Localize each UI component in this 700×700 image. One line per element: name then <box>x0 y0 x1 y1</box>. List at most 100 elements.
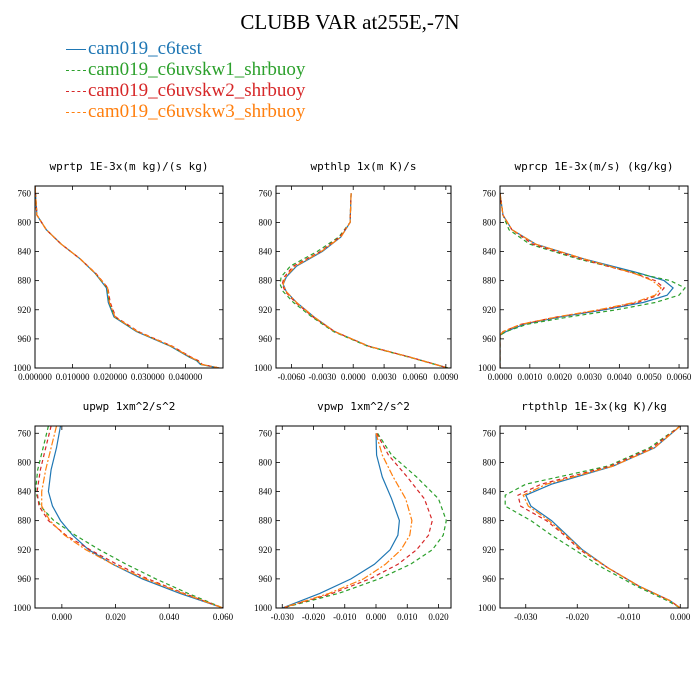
panel-title: wprtp 1E-3x(m kg)/(s kg) <box>50 160 209 173</box>
y-tick-label: 920 <box>18 305 32 315</box>
series-line-1 <box>282 193 449 368</box>
x-tick-label: 0.020 <box>428 612 449 622</box>
x-tick-label: -0.010 <box>617 612 641 622</box>
series-line-2 <box>279 193 449 368</box>
y-tick-label: 800 <box>483 217 497 227</box>
legend-swatch <box>66 49 86 51</box>
y-tick-label: 760 <box>483 188 497 198</box>
panel-frame <box>275 425 452 609</box>
y-tick-label: 1000 <box>13 363 32 373</box>
panel-title: rtpthlp 1E-3x(kg K)/kg <box>521 400 667 413</box>
x-tick-label: -0.030 <box>514 612 538 622</box>
y-tick-label: 840 <box>18 487 32 497</box>
series-line-2 <box>504 426 681 608</box>
y-tick-label: 920 <box>483 545 497 555</box>
legend-label: cam019_c6uvskw3_shrbuoy <box>88 101 306 122</box>
series-line-1 <box>500 193 674 368</box>
series-line-3 <box>281 193 449 368</box>
x-tick-label: 0.000 <box>366 612 387 622</box>
legend-entry-c6uvskw1: cam019_c6uvskw1_shrbuoy <box>66 59 305 80</box>
y-tick-label: 800 <box>259 217 273 227</box>
x-tick-label: 0.0000 <box>488 372 513 382</box>
x-tick-label: 0.0030 <box>577 372 602 382</box>
x-tick-label: 0.020000 <box>93 372 127 382</box>
y-tick-label: 880 <box>483 276 497 286</box>
legend-swatch <box>66 112 86 114</box>
panel-title: wprcp 1E-3x(m/s) (kg/kg) <box>515 160 674 173</box>
x-tick-label: 0.0020 <box>547 372 572 382</box>
y-tick-label: 960 <box>18 334 32 344</box>
y-tick-label: 800 <box>18 457 32 467</box>
series-line-3 <box>35 186 220 368</box>
series-line-3 <box>517 426 681 608</box>
x-tick-label: 0.0060 <box>403 372 428 382</box>
x-tick-label: 0.000000 <box>18 372 52 382</box>
legend-entry-c6uvskw2: cam019_c6uvskw2_shrbuoy <box>66 80 305 101</box>
x-tick-label: -0.0060 <box>278 372 306 382</box>
y-tick-label: 960 <box>483 334 497 344</box>
panel-frame <box>34 185 224 369</box>
y-tick-label: 960 <box>483 574 497 584</box>
x-tick-label: 0.0060 <box>667 372 692 382</box>
x-tick-label: 0.020 <box>105 612 126 622</box>
legend-entry-c6uvskw3: cam019_c6uvskw3_shrbuoy <box>66 101 305 122</box>
y-tick-label: 920 <box>259 545 273 555</box>
x-tick-label: 0.010000 <box>56 372 90 382</box>
series-line-3 <box>500 193 665 368</box>
panel-frame <box>275 185 452 369</box>
y-tick-label: 800 <box>18 217 32 227</box>
x-tick-label: 0.0000 <box>341 372 366 382</box>
x-tick-label: -0.020 <box>302 612 326 622</box>
panel-frame <box>499 185 689 369</box>
figure-title: CLUBB VAR at255E,-7N <box>240 10 460 34</box>
y-tick-label: 1000 <box>478 603 497 613</box>
series-line-4 <box>500 193 662 368</box>
series-line-4 <box>282 193 449 368</box>
panel-6: rtpthlp 1E-3x(kg K)/kg 760 800 840 880 920 960… <box>478 400 691 622</box>
x-tick-label: 0.040000 <box>169 372 203 382</box>
panel-frame <box>499 425 689 609</box>
panel-frame <box>34 425 224 609</box>
y-tick-label: 920 <box>483 305 497 315</box>
y-tick-label: 840 <box>259 247 273 257</box>
y-tick-label: 880 <box>259 276 273 286</box>
y-tick-label: 960 <box>259 334 273 344</box>
series-line-1 <box>47 426 223 608</box>
x-tick-label: 0.0030 <box>372 372 397 382</box>
y-tick-label: 1000 <box>254 603 273 613</box>
x-tick-label: -0.020 <box>566 612 590 622</box>
legend-label: cam019_c6test <box>88 38 202 59</box>
y-tick-label: 920 <box>18 545 32 555</box>
y-tick-label: 760 <box>18 428 32 438</box>
panel-title: wpthlp 1x(m K)/s <box>311 160 417 173</box>
x-tick-label: 0.010 <box>397 612 418 622</box>
series-line-3 <box>282 433 433 608</box>
y-tick-label: 880 <box>259 516 273 526</box>
x-tick-label: 0.0050 <box>637 372 662 382</box>
panel-title: vpwp 1xm^2/s^2 <box>317 400 410 413</box>
y-tick-label: 1000 <box>13 603 32 613</box>
legend-swatch <box>66 91 86 93</box>
series-line-4 <box>522 426 681 608</box>
series-line-2 <box>500 193 686 368</box>
x-tick-label: 0.000 <box>670 612 691 622</box>
y-tick-label: 800 <box>483 457 497 467</box>
panel-1: wprtp 1E-3x(m kg)/(s kg) 760 800 840 880 920 9… <box>13 160 224 382</box>
panel-4: upwp 1xm^2/s^2 760 800 840 880 920 960 1000 0.00… <box>13 400 234 622</box>
y-tick-label: 960 <box>18 574 32 584</box>
x-tick-label: 0.0090 <box>433 372 458 382</box>
y-tick-label: 840 <box>18 247 32 257</box>
series-line-1 <box>35 186 220 368</box>
y-tick-label: 840 <box>483 487 497 497</box>
legend-entry-c6test: cam019_c6test <box>66 38 305 59</box>
series-line-4 <box>35 186 220 368</box>
y-tick-label: 760 <box>483 428 497 438</box>
y-tick-label: 880 <box>18 276 32 286</box>
y-tick-label: 840 <box>483 247 497 257</box>
series-line-2 <box>282 432 447 608</box>
x-tick-label: -0.0030 <box>308 372 336 382</box>
legend-label: cam019_c6uvskw2_shrbuoy <box>88 80 306 101</box>
panel-title: upwp 1xm^2/s^2 <box>83 400 176 413</box>
legend-label: cam019_c6uvskw1_shrbuoy <box>88 59 306 80</box>
series-line-2 <box>35 426 223 608</box>
